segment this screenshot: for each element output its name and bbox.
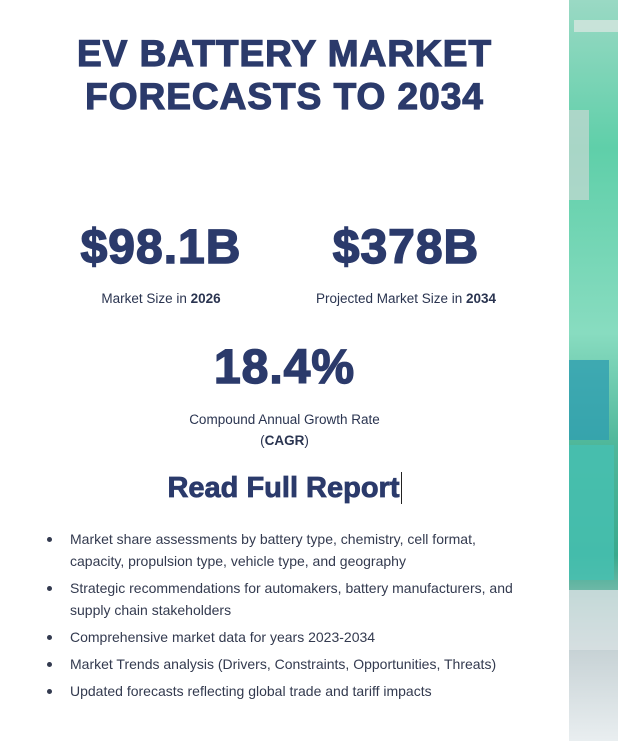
growth: 18.4% Compound Annual Growth Rate (CAGR) <box>0 340 569 451</box>
paren: ) <box>304 433 309 448</box>
abbr: CAGR <box>264 433 305 448</box>
stat-label: Projected Market Size in 2034 <box>276 291 536 306</box>
label-year: 2034 <box>466 291 497 306</box>
bullet-item: Comprehensive market data for years 2023… <box>44 626 514 648</box>
growth-value: 18.4% <box>213 340 356 395</box>
growth-label: Compound Annual Growth Rate (CAGR) <box>0 409 569 451</box>
bullet-item: Updated forecasts reflecting global trad… <box>44 680 514 702</box>
battery-photo <box>569 0 618 741</box>
stat-label: Market Size in 2026 <box>31 291 291 306</box>
stat: $378B Projected Market Size in 2034 <box>276 220 536 306</box>
bullet-item: Market share assessments by battery type… <box>44 528 514 572</box>
cta-text[interactable]: Read Full Report <box>167 472 402 504</box>
bullet-list: Market share assessments by battery type… <box>44 528 514 707</box>
stat: $98.1B Market Size in 2026 <box>31 220 291 306</box>
read-report-link[interactable]: Read Full Report <box>0 472 569 505</box>
photo-art <box>569 20 618 650</box>
title-line: EV BATTERY MARKET <box>76 32 493 74</box>
growth-abbr: (CAGR) <box>0 430 569 451</box>
label-text: Projected Market Size in <box>315 291 466 306</box>
growth-text: Compound Annual Growth Rate <box>189 412 380 427</box>
title-line: FORECASTS TO 2034 <box>85 75 484 117</box>
stat-value: $98.1B <box>80 220 242 275</box>
label-year: 2026 <box>190 291 221 306</box>
bullet-item: Market Trends analysis (Drivers, Constra… <box>44 653 514 675</box>
paren: ( <box>260 433 265 448</box>
stat-value: $378B <box>332 220 480 275</box>
title: EV BATTERY MARKET FORECASTS TO 2034 <box>0 32 569 118</box>
label-text: Market Size in <box>101 291 191 306</box>
bullet-item: Strategic recommendations for automakers… <box>44 577 514 621</box>
